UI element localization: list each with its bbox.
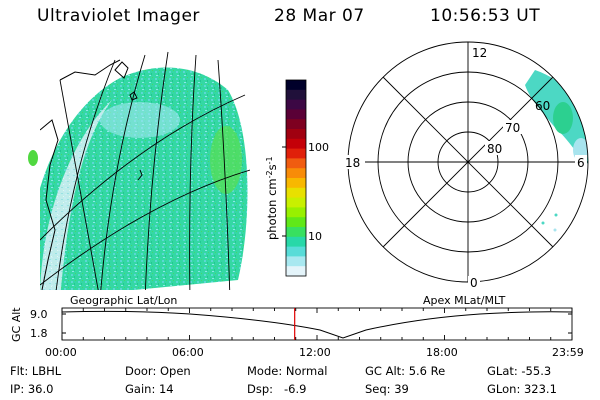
instrument-title: Ultraviolet Imager [37,6,200,26]
colorbar-tick-100: 100 [308,141,329,154]
altitude-curve [61,310,573,339]
mlt-12: 12 [472,46,487,60]
geographic-caption: Geographic Lat/Lon [70,294,178,307]
colorbar-swatch [286,266,306,277]
glat-info: GLat: -55.3 [487,364,552,378]
mlat-60: 60 [535,99,550,113]
altitude-timeline: GC Alt 9.0 1.8 [10,307,573,342]
colorbar-swatch [286,217,306,228]
seq-info: Seq: 39 [365,382,409,396]
mode-info: Mode: Normal [247,364,328,378]
colorbar-swatch [286,197,306,208]
dsp-info: Dsp: -6.9 [247,382,307,396]
time-tick-1200: 12:00 [299,346,331,359]
coastline [40,59,143,290]
colorbar-swatch [286,109,306,120]
gc-alt-info: GC Alt: 5.6 Re [365,364,446,378]
colorbar-swatch [286,148,306,159]
colorbar-swatch [286,129,306,140]
colorbar-swatch [286,89,306,101]
time-tick-0000: 00:00 [45,346,77,359]
mlt-6: 6 [577,156,585,170]
gain-info: Gain: 14 [125,382,174,396]
time-tick-1800: 18:00 [426,346,458,359]
date-label: 28 Mar 07 [274,6,365,26]
colorbar-swatch [286,158,306,169]
mlt-18: 18 [345,156,360,170]
color-scale: 100 10 photon cm-2s-1 [265,79,329,277]
colorbar-swatch [286,236,306,248]
polar-grid [347,41,589,283]
colorbar-swatch [286,246,306,257]
colorbar-swatch [286,119,306,130]
glon-info: GLon: 323.1 [487,382,557,396]
time-tick-0600: 06:00 [172,346,204,359]
filter-info: Flt: LBHL [10,364,62,378]
mlt-0: 0 [470,276,478,290]
polar-plot: 12 18 6 0 60 70 80 [343,41,589,290]
colorbar-swatch [286,138,306,150]
mlat-80: 80 [487,142,502,156]
gc-alt-axis-label: GC Alt [10,307,23,342]
emission-spot [28,150,38,166]
mlat-70: 70 [505,121,520,135]
door-info: Door: Open [125,364,191,378]
colorbar-swatch [286,178,306,189]
colorbar-swatch [286,168,306,179]
ip-info: IP: 36.0 [10,382,54,396]
alt-tick-bottom: 1.8 [30,327,48,340]
geographic-map [28,51,250,290]
map-grid [40,51,250,290]
colorbar-swatch [286,227,306,238]
time-tick-2359: 23:59 [552,346,584,359]
apex-caption: Apex MLat/MLT [423,294,506,307]
colorbar-swatch [286,207,306,218]
time-label: 10:56:53 UT [430,6,541,26]
alt-tick-top: 9.0 [30,308,48,321]
colorbar-tick-10: 10 [308,230,322,243]
colorbar-swatch [286,99,306,110]
colorbar-swatch [286,80,306,91]
colorbar-unit-label: photon cm-2s-1 [265,156,279,240]
colorbar-swatch [286,256,306,267]
svg-text:photon cm-2s-1: photon cm-2s-1 [265,156,279,240]
colorbar-swatch [286,187,306,199]
